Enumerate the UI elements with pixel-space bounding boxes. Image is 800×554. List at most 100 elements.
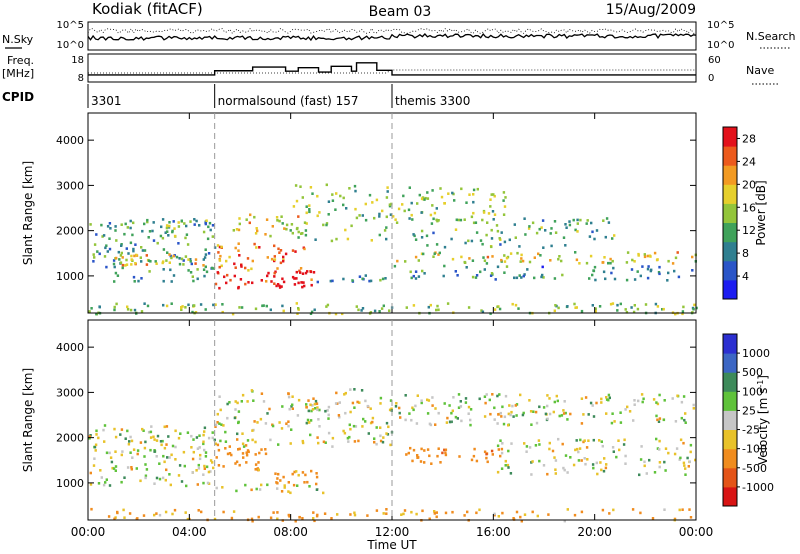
colorbar-tick-label: 1000 xyxy=(742,347,770,360)
heatmap-cell xyxy=(257,515,260,519)
heatmap-cell xyxy=(382,512,385,515)
heatmap-cell xyxy=(502,213,506,216)
heatmap-cell xyxy=(93,445,97,449)
heatmap-cell xyxy=(170,256,173,260)
heatmap-cell xyxy=(636,270,639,273)
heatmap-cell xyxy=(458,455,461,458)
heatmap-cell xyxy=(244,282,247,286)
heatmap-cell xyxy=(579,218,582,222)
heatmap-cell xyxy=(311,404,314,407)
heatmap-cell xyxy=(237,286,240,290)
heatmap-cell xyxy=(129,241,133,245)
heatmap-cell xyxy=(522,274,525,278)
heatmap-cell xyxy=(442,274,445,278)
beam-title: Beam 03 xyxy=(369,4,432,20)
heatmap-cell xyxy=(239,278,243,281)
heatmap-cell xyxy=(267,271,270,275)
heatmap-cell xyxy=(353,184,357,188)
heatmap-cell xyxy=(214,303,217,306)
heatmap-cell xyxy=(647,265,650,268)
heatmap-cell xyxy=(655,437,658,441)
y-tick-label: 3000 xyxy=(56,386,84,399)
heatmap-cell xyxy=(490,193,493,196)
heatmap-cell xyxy=(245,453,249,457)
heatmap-cell xyxy=(604,466,608,470)
heatmap-cell xyxy=(485,233,488,237)
heatmap-cell xyxy=(378,212,381,216)
heatmap-cell xyxy=(564,223,567,226)
heatmap-cell xyxy=(658,448,661,451)
heatmap-cell xyxy=(467,239,470,243)
heatmap-cell xyxy=(650,268,653,272)
heatmap-cell xyxy=(497,448,500,451)
heatmap-cell xyxy=(658,465,661,469)
heatmap-cell xyxy=(177,221,180,224)
heatmap-cell xyxy=(105,265,108,269)
heatmap-cell xyxy=(140,260,143,263)
heatmap-cell xyxy=(344,391,347,395)
heatmap-cell xyxy=(456,274,459,277)
heatmap-cell xyxy=(565,226,568,229)
heatmap-cell xyxy=(180,306,183,309)
heatmap-cell xyxy=(304,233,308,237)
freq-traces xyxy=(88,62,696,76)
heatmap-cell xyxy=(209,470,212,473)
heatmap-cell xyxy=(420,197,424,200)
heatmap-cell xyxy=(278,284,281,288)
heatmap-cell xyxy=(212,466,215,470)
heatmap-cell xyxy=(574,251,577,254)
heatmap-cell xyxy=(492,193,495,196)
heatmap-cell xyxy=(397,207,401,211)
heatmap-cell xyxy=(587,413,590,416)
x-tick-label: 00:00 xyxy=(679,525,714,539)
heatmap-cell xyxy=(224,440,228,443)
heatmap-cell xyxy=(661,308,664,311)
colorbar-tick-label: 28 xyxy=(742,132,756,145)
heatmap-cell xyxy=(531,510,534,514)
colorbar-swatch xyxy=(723,279,737,300)
heatmap-cell xyxy=(88,310,91,313)
heatmap-cell xyxy=(357,308,360,312)
heatmap-cell xyxy=(511,302,514,306)
heatmap-cell xyxy=(564,244,567,247)
heatmap-cell xyxy=(232,510,236,513)
heatmap-cell xyxy=(619,421,623,424)
heatmap-cell xyxy=(658,439,661,443)
heatmap-cell xyxy=(153,450,156,453)
heatmap-cell xyxy=(673,269,676,273)
heatmap-cell xyxy=(531,460,534,463)
heatmap-cell xyxy=(180,257,184,261)
heatmap-cell xyxy=(441,451,444,455)
heatmap-cell xyxy=(126,308,130,311)
heatmap-cell xyxy=(417,456,420,459)
heatmap-cell xyxy=(432,255,435,258)
heatmap-cell xyxy=(120,243,123,246)
heatmap-cell xyxy=(468,257,471,260)
heatmap-cell xyxy=(155,455,158,458)
heatmap-cell xyxy=(393,264,397,268)
heatmap-cell xyxy=(180,480,184,483)
heatmap-cell xyxy=(435,243,439,246)
heatmap-cell xyxy=(205,270,209,274)
heatmap-cell xyxy=(310,278,313,281)
heatmap-cell xyxy=(429,213,433,217)
heatmap-cell xyxy=(273,275,276,278)
heatmap-cell xyxy=(580,510,584,514)
heatmap-cell xyxy=(211,235,214,238)
heatmap-cell xyxy=(155,476,159,480)
heatmap-cell xyxy=(622,443,626,446)
heatmap-cell xyxy=(130,466,133,469)
heatmap-cell xyxy=(639,274,642,278)
heatmap-cell xyxy=(436,304,439,308)
heatmap-cell xyxy=(603,457,606,460)
heatmap-cell xyxy=(490,272,494,275)
heatmap-cell xyxy=(276,517,279,521)
heatmap-cell xyxy=(177,242,180,245)
heatmap-cell xyxy=(334,208,337,211)
heatmap-cell xyxy=(203,274,206,278)
heatmap-cell xyxy=(285,223,289,227)
x-tick-label: 16:00 xyxy=(476,525,511,539)
heatmap-cell xyxy=(605,396,608,399)
heatmap-cell xyxy=(549,259,552,262)
heatmap-cell xyxy=(211,431,214,434)
